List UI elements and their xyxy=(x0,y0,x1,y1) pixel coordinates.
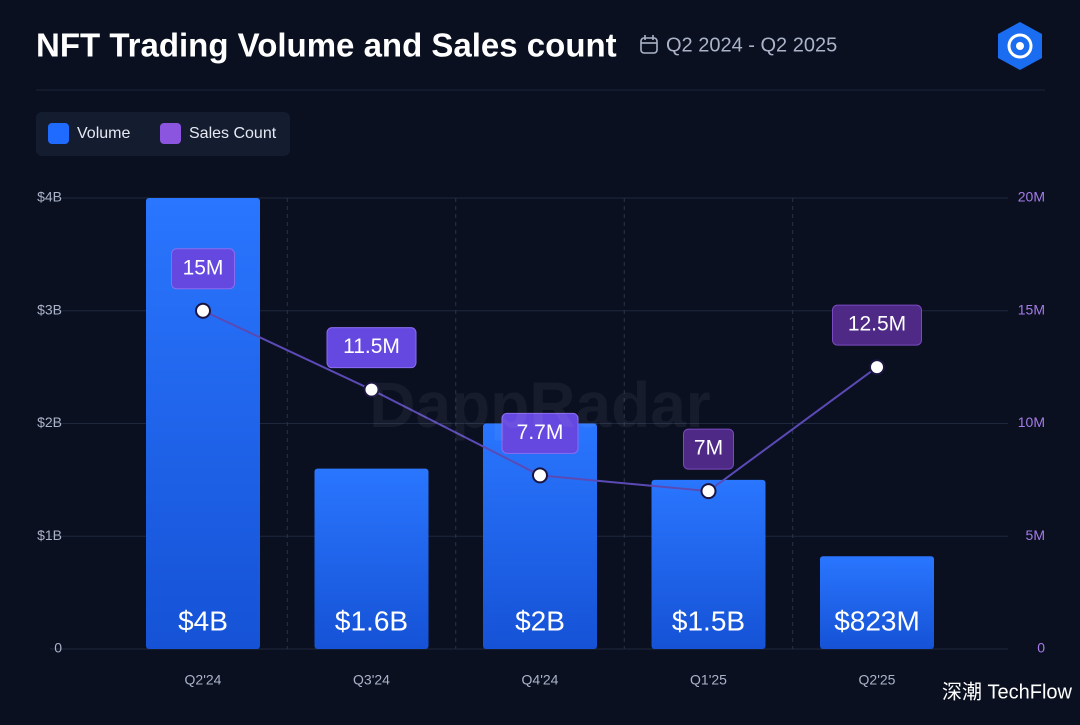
sales-point xyxy=(700,483,717,500)
x-tick-label: Q4'24 xyxy=(522,672,559,688)
legend-label: Sales Count xyxy=(189,125,277,142)
sales-label-box xyxy=(171,248,235,290)
y-tick-label: $3B xyxy=(37,301,62,317)
calendar-icon xyxy=(640,35,658,54)
bar-value-label: $4B xyxy=(178,605,228,636)
sales-point xyxy=(195,302,211,319)
sales-point xyxy=(869,359,885,376)
logo xyxy=(998,22,1042,70)
bar xyxy=(483,423,597,649)
x-tick-label: Q2'25 xyxy=(859,672,896,688)
sales-label-box xyxy=(683,428,734,470)
y-tick-label: $2B xyxy=(37,414,62,430)
x-tick-label: Q1'25 xyxy=(690,672,727,688)
bar xyxy=(314,468,429,649)
date-range: Q2 2024 - Q2 2025 xyxy=(666,34,837,56)
bar xyxy=(820,556,934,649)
sales-value-label: 11.5M xyxy=(343,335,400,358)
bar-value-label: $1.5B xyxy=(672,605,745,636)
sales-value-label: 7.7M xyxy=(517,421,564,444)
bar-value-label: $1.6B xyxy=(335,605,408,636)
y2-tick-label: 0 xyxy=(1037,640,1045,656)
y2-tick-label: 5M xyxy=(1026,527,1045,543)
sales-value-label: 15M xyxy=(183,256,224,279)
bar-value-label: $2B xyxy=(515,605,565,636)
sales-point xyxy=(532,467,548,484)
y2-tick-label: 15M xyxy=(1018,301,1045,317)
bar xyxy=(146,198,260,649)
y2-tick-label: 10M xyxy=(1018,414,1045,430)
y-tick-label: 0 xyxy=(54,640,62,656)
y-tick-label: $4B xyxy=(37,189,62,205)
sales-point xyxy=(363,381,380,398)
watermark: DappRadar xyxy=(369,369,710,441)
x-tick-label: Q2'24 xyxy=(185,672,222,688)
x-tick-label: Q3'24 xyxy=(353,672,390,688)
sales-label-box xyxy=(501,412,579,454)
legend-swatch xyxy=(160,123,181,144)
bar xyxy=(651,479,766,649)
sales-label-box xyxy=(832,304,922,346)
y-tick-label: $1B xyxy=(37,527,62,543)
y2-tick-label: 20M xyxy=(1018,189,1045,205)
sales-value-label: 7M xyxy=(694,437,723,460)
source-watermark: 深潮 TechFlow xyxy=(942,680,1073,703)
legend-swatch xyxy=(48,123,69,144)
bar-value-label: $823M xyxy=(834,605,920,636)
legend-label: Volume xyxy=(77,125,130,142)
sales-value-label: 12.5M xyxy=(848,313,906,336)
chart-title: NFT Trading Volume and Sales count xyxy=(36,27,617,64)
sales-label-box xyxy=(326,327,417,369)
